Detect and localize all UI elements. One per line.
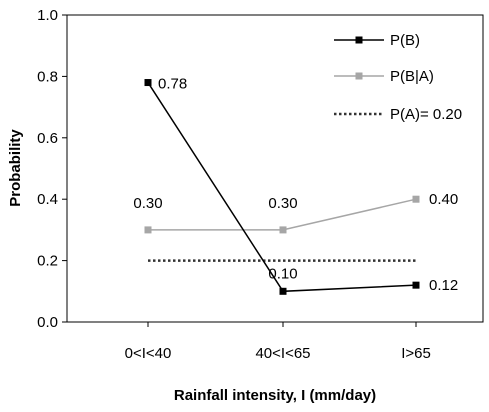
x-axis-title: Rainfall intensity, I (mm/day) bbox=[174, 387, 376, 404]
x-tick-label: 0<I<40 bbox=[125, 345, 172, 362]
data-point-p-b-given-a bbox=[279, 226, 287, 234]
series-layer bbox=[144, 79, 420, 295]
data-label-p-b: 0.78 bbox=[158, 76, 187, 93]
y-axis: 0.0 0.2 0.4 0.6 0.8 1.0 bbox=[37, 7, 67, 331]
y-axis-title: Probability bbox=[7, 129, 24, 207]
plot-area-border bbox=[66, 14, 484, 323]
data-label-p-b-given-a: 0.30 bbox=[268, 195, 297, 212]
y-tick-label: 1.0 bbox=[37, 7, 58, 24]
plot-frame bbox=[66, 14, 484, 323]
legend-label-p-a: P(A)= 0.20 bbox=[390, 106, 462, 123]
data-label-p-b-given-a: 0.40 bbox=[429, 191, 458, 208]
x-tick-label: 40<I<65 bbox=[255, 345, 310, 362]
legend: P(B) P(B|A) P(A)= 0.20 bbox=[334, 32, 462, 123]
legend-marker-p-b bbox=[355, 36, 363, 44]
data-label-p-b: 0.10 bbox=[268, 265, 297, 282]
y-tick-label: 0.4 bbox=[37, 191, 58, 208]
y-tick-label: 0.0 bbox=[37, 314, 58, 331]
legend-marker-p-b-given-a bbox=[355, 72, 363, 80]
data-point-p-b-given-a bbox=[412, 195, 420, 203]
data-point-p-b bbox=[412, 281, 420, 289]
data-point-p-b bbox=[144, 79, 152, 87]
data-point-p-b-given-a bbox=[144, 226, 152, 234]
x-tick-label: I>65 bbox=[401, 345, 431, 362]
data-label-layer: 0.30 0.30 0.40 0.78 0.10 0.12 bbox=[133, 76, 458, 295]
y-tick-label: 0.8 bbox=[37, 68, 58, 85]
data-label-p-b-given-a: 0.30 bbox=[133, 195, 162, 212]
legend-label-p-b-given-a: P(B|A) bbox=[390, 68, 434, 85]
x-axis: 0<I<40 40<I<65 I>65 bbox=[125, 322, 431, 362]
data-point-p-b bbox=[279, 287, 287, 295]
y-tick-label: 0.6 bbox=[37, 130, 58, 147]
legend-label-p-b: P(B) bbox=[390, 32, 420, 49]
data-label-p-b: 0.12 bbox=[429, 277, 458, 294]
y-tick-label: 0.2 bbox=[37, 253, 58, 270]
